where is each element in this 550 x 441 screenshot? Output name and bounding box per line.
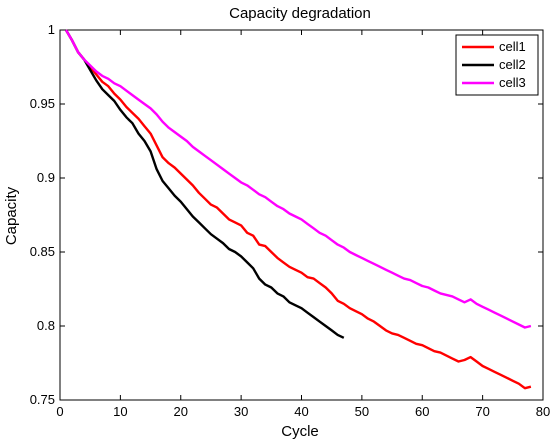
x-axis-label: Cycle bbox=[281, 423, 319, 440]
x-tick-label: 60 bbox=[415, 404, 429, 419]
y-tick-label: 0.9 bbox=[37, 170, 55, 185]
y-tick-label: 0.8 bbox=[37, 318, 55, 333]
chart-title: Capacity degradation bbox=[229, 5, 371, 22]
legend-label-cell3: cell3 bbox=[499, 75, 526, 90]
y-tick-label: 1 bbox=[48, 22, 55, 37]
ticks-layer: 0 10 20 30 40 50 60 70 80 0.75 0.8 0.85 0.9 0.95 1 bbox=[30, 22, 550, 419]
series-layer bbox=[64, 29, 532, 390]
x-tick-label: 40 bbox=[294, 404, 308, 419]
y-tick-label: 0.95 bbox=[30, 96, 55, 111]
series-line-cell2 bbox=[64, 29, 345, 339]
y-tick-label: 0.75 bbox=[30, 392, 55, 407]
x-tick-label: 70 bbox=[475, 404, 489, 419]
x-tick-label: 50 bbox=[355, 404, 369, 419]
series-line-cell1 bbox=[64, 29, 532, 390]
x-tick-label: 20 bbox=[174, 404, 188, 419]
series-line-cell3 bbox=[64, 29, 532, 329]
x-tick-label: 30 bbox=[234, 404, 248, 419]
x-tick-label: 10 bbox=[113, 404, 127, 419]
legend-label-cell2: cell2 bbox=[499, 57, 526, 72]
legend: cell1 cell2 cell3 bbox=[455, 34, 539, 96]
y-tick-label: 0.85 bbox=[30, 244, 55, 259]
y-axis-label: Capacity bbox=[3, 186, 20, 245]
x-tick-label: 80 bbox=[536, 404, 550, 419]
legend-label-cell1: cell1 bbox=[499, 39, 526, 54]
x-tick-label: 0 bbox=[56, 404, 63, 419]
